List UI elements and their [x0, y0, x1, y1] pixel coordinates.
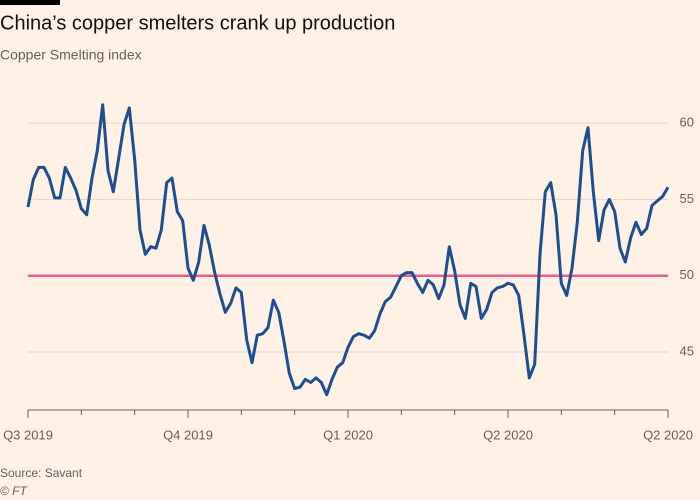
- source: Source: Savant: [0, 466, 83, 480]
- x-tick-label: Q3 2019: [3, 427, 53, 442]
- y-tick-label: 45: [680, 343, 694, 358]
- x-tick-label: Q4 2019: [163, 427, 213, 442]
- y-tick-label: 60: [680, 115, 694, 130]
- x-tick-label: Q1 2020: [323, 427, 373, 442]
- chart-subtitle: Copper Smelting index: [0, 47, 142, 63]
- credit: © FT: [0, 484, 29, 498]
- y-tick-label: 55: [680, 191, 694, 206]
- y-tick-label: 50: [680, 267, 694, 282]
- brand-bar: [0, 0, 60, 5]
- x-tick-label: Q2 2020: [483, 427, 533, 442]
- series-line: [26, 103, 670, 397]
- chart-title: China’s copper smelters crank up product…: [0, 12, 395, 34]
- x-tick-label: Q2 2020: [643, 427, 693, 442]
